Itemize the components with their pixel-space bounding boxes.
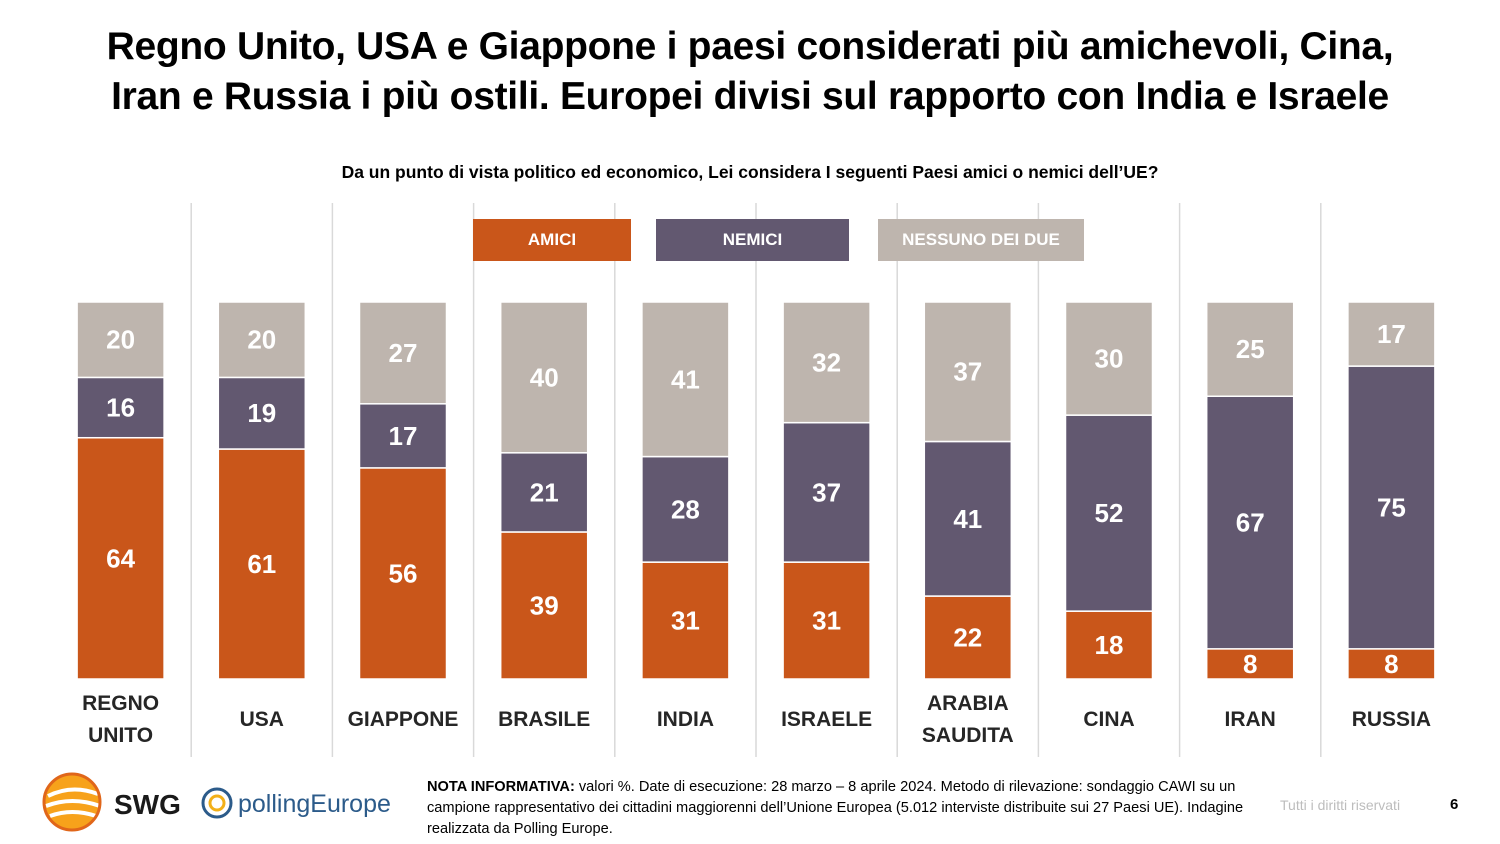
category-label: ARABIA <box>927 692 1009 715</box>
bar-segment-nemici <box>782 421 871 563</box>
data-label: 61 <box>247 549 276 579</box>
bar-segment-nessuno-dei-due <box>1064 301 1154 416</box>
bar-segment-amici <box>782 561 871 680</box>
data-label: 18 <box>1095 630 1124 660</box>
bar-segment-amici <box>923 595 1013 680</box>
bar-segment-nemici <box>499 452 589 533</box>
data-label: 30 <box>1095 344 1124 374</box>
data-label: 41 <box>671 364 700 394</box>
data-label: 31 <box>671 606 700 636</box>
data-label: 17 <box>389 421 418 451</box>
category-label: GIAPPONE <box>348 708 459 731</box>
data-label: 25 <box>1236 334 1265 364</box>
data-label: 52 <box>1095 498 1124 528</box>
swg-logo-text: SWG <box>114 789 181 820</box>
bar-segment-nessuno-dei-due <box>358 301 448 405</box>
stacked-bar-chart: 64 16 20 REGNO UNITO 61 19 20 USA 56 17 27 GIAPPONE 3… <box>76 203 1436 757</box>
category-label: INDIA <box>657 708 714 731</box>
data-label: 37 <box>953 357 982 387</box>
data-label: 40 <box>530 362 559 392</box>
bar-segment-nemici <box>923 440 1013 597</box>
bar-segment-amici <box>76 436 165 680</box>
data-label: 20 <box>106 325 135 355</box>
data-label: 31 <box>812 606 841 636</box>
data-label: 8 <box>1384 649 1398 679</box>
data-label: 21 <box>530 477 559 507</box>
bar-segment-nessuno-dei-due <box>217 301 307 379</box>
data-label: 16 <box>106 393 135 423</box>
informative-note: NOTA INFORMATIVA: valori %. Date di esec… <box>427 777 1257 840</box>
title-line-2: Iran e Russia i più ostili. Europei divi… <box>111 75 1389 118</box>
category-label: CINA <box>1083 708 1134 731</box>
polling-europe-icon <box>201 787 233 819</box>
bar-segment-amici <box>1205 648 1295 680</box>
category-label: IRAN <box>1225 708 1276 731</box>
bar-segment-amici <box>358 467 448 680</box>
data-label: 56 <box>389 558 418 588</box>
legend-nemici: NEMICI <box>656 219 849 261</box>
bar-segment-nessuno-dei-due <box>782 301 871 424</box>
category-label: SAUDITA <box>922 724 1014 747</box>
rights-reserved: Tutti i diritti riservati <box>1280 797 1401 813</box>
data-label: 17 <box>1377 319 1406 349</box>
polling-europe-logo: pollingEurope <box>201 787 391 819</box>
data-label: 67 <box>1236 508 1265 538</box>
bar-segment-nemici <box>1347 365 1436 650</box>
bar-segment-nessuno-dei-due <box>1205 301 1295 397</box>
bar-segment-nemici <box>358 403 448 469</box>
data-label: 22 <box>953 623 982 653</box>
note-label: NOTA INFORMATIVA: <box>427 779 575 795</box>
legend-nessuno: NESSUNO DEI DUE <box>878 219 1084 261</box>
bar-segment-amici <box>499 531 589 680</box>
data-label: 37 <box>812 477 841 507</box>
title-line-1: Regno Unito, USA e Giappone i paesi cons… <box>106 25 1394 68</box>
category-label: RUSSIA <box>1352 708 1431 731</box>
category-label: UNITO <box>88 724 153 747</box>
bar-segment-nessuno-dei-due <box>1347 301 1436 367</box>
bar-segment-nemici <box>1205 395 1295 650</box>
polling-europe-logo-text: pollingEurope <box>238 790 391 818</box>
page-number: 6 <box>1450 796 1459 813</box>
data-label: 27 <box>389 338 418 368</box>
note-text: valori %. Date di esecuzione: 28 marzo –… <box>427 779 1244 837</box>
category-label: REGNO <box>82 692 159 715</box>
data-label: 8 <box>1243 649 1257 679</box>
data-label: 32 <box>812 347 841 377</box>
data-label: 41 <box>953 504 982 534</box>
data-label: 75 <box>1377 492 1406 522</box>
category-label: ISRAELE <box>781 708 872 731</box>
data-label: 20 <box>247 325 276 355</box>
bar-segment-amici <box>1064 610 1154 680</box>
bar-segment-nessuno-dei-due <box>76 301 165 379</box>
data-label: 64 <box>106 543 135 573</box>
data-label: 28 <box>671 494 700 524</box>
swg-logo: SWG <box>42 772 181 832</box>
category-label: BRASILE <box>498 708 590 731</box>
bar-segment-nessuno-dei-due <box>499 301 589 454</box>
legend-amici: AMICI <box>473 219 631 261</box>
data-label: 19 <box>247 398 276 428</box>
bar-segment-nemici <box>1064 414 1154 612</box>
data-label: 39 <box>530 590 559 620</box>
category-label: USA <box>240 708 284 731</box>
bar-segment-nessuno-dei-due <box>641 301 730 458</box>
page-title: Regno Unito, USA e Giappone i paesi cons… <box>0 22 1500 122</box>
chart-question: Da un punto di vista politico ed economi… <box>341 162 1159 182</box>
bar-segment-nessuno-dei-due <box>923 301 1013 443</box>
